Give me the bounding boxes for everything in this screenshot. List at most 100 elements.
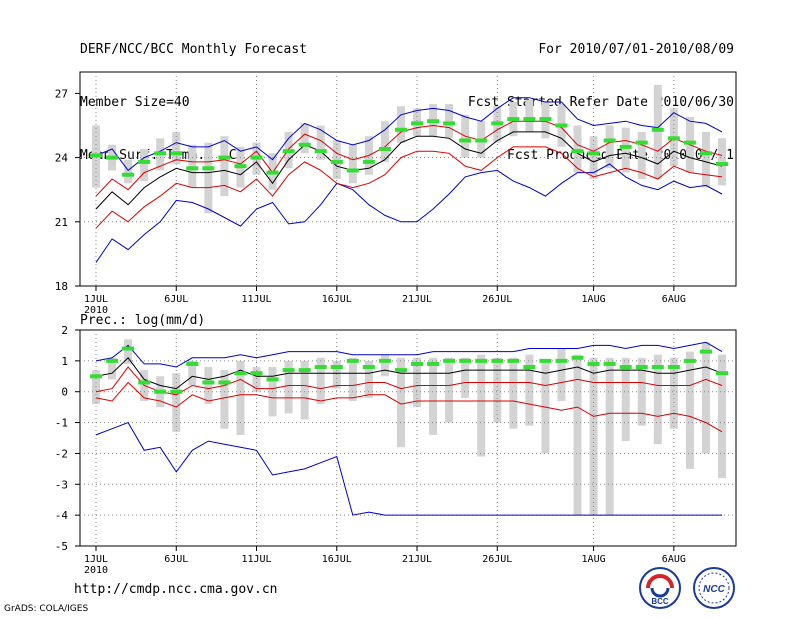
chart-title: DERF/NCC/BCC Monthly Forecast (80, 42, 307, 57)
median-marker (90, 374, 102, 379)
box-day-36 (653, 354, 662, 445)
median-marker (635, 365, 648, 370)
median-marker (507, 117, 520, 122)
median-marker (443, 358, 456, 363)
box-day-8 (204, 142, 213, 214)
median-marker (314, 149, 327, 154)
box-day-34 (621, 127, 630, 173)
x-tick-label: 11JUL (241, 294, 271, 305)
median-marker (394, 368, 407, 373)
median-marker (411, 121, 424, 126)
median-marker (651, 365, 664, 370)
box-day-37 (669, 357, 678, 429)
median-marker (635, 140, 648, 145)
median-marker (362, 159, 375, 164)
y-tick-label: 2 (61, 324, 68, 337)
ncc-logo-icon: NCC (693, 567, 735, 609)
median-marker (266, 377, 279, 382)
median-marker (699, 349, 712, 354)
box-day-15 (316, 357, 325, 405)
box-day-8 (204, 367, 213, 405)
box-day-30 (557, 348, 566, 401)
median-marker (507, 358, 520, 363)
median-marker (282, 149, 295, 154)
y-tick-label: 1 (61, 355, 68, 368)
median-marker (186, 361, 199, 366)
box-day-32 (589, 136, 598, 179)
median-marker (619, 365, 632, 370)
median-marker (523, 365, 536, 370)
box-day-2 (108, 357, 117, 380)
box-day-9 (220, 370, 229, 429)
median-marker (603, 138, 616, 143)
median-marker (475, 358, 488, 363)
year-label: 2010 (84, 565, 108, 576)
x-tick-label: 6AUG (662, 294, 686, 305)
median-marker (459, 358, 472, 363)
box-day-25 (477, 354, 486, 457)
box-day-39 (701, 342, 710, 454)
y-tick-label: 0 (61, 386, 68, 399)
footer-url[interactable]: http://cmdp.ncc.cma.gov.cn (74, 582, 278, 597)
x-tick-label: 1JUL (84, 294, 108, 305)
x-tick-label: 6JUL (164, 554, 188, 565)
median-marker (330, 159, 343, 164)
x-tick-label: 11JUL (241, 554, 271, 565)
box-day-40 (718, 354, 726, 479)
median-marker (378, 147, 391, 152)
median-marker (459, 138, 472, 143)
x-tick-label: 21JUL (402, 294, 432, 305)
series-line-min (95, 97, 723, 172)
box-day-31 (573, 125, 582, 173)
box-day-3 (124, 339, 133, 364)
median-marker (475, 138, 488, 143)
median-marker (603, 361, 616, 366)
box-day-14 (300, 123, 309, 154)
plot-frame (79, 71, 737, 287)
median-marker (491, 358, 504, 363)
median-marker (362, 365, 375, 370)
median-marker (106, 155, 119, 160)
median-marker (443, 121, 456, 126)
median-marker (218, 380, 231, 385)
box-day-34 (621, 357, 630, 442)
median-marker (587, 151, 600, 156)
median-marker (555, 358, 568, 363)
box-day-33 (605, 125, 614, 169)
box-day-32 (589, 357, 598, 516)
box-day-20 (396, 106, 405, 143)
forecast-range: For 2010/07/01-2010/08/09 (538, 42, 734, 57)
median-marker (234, 164, 247, 169)
box-day-40 (718, 138, 726, 186)
box-day-11 (252, 367, 261, 392)
median-marker (202, 380, 215, 385)
box-day-22 (429, 357, 438, 435)
plot-frame (79, 329, 737, 547)
median-marker (651, 127, 664, 132)
series-line-mean (95, 357, 723, 390)
series-line-mean (95, 131, 723, 210)
median-marker (154, 151, 167, 156)
median-marker (491, 121, 504, 126)
median-marker (539, 117, 552, 122)
median-marker (90, 153, 102, 158)
box-day-15 (316, 125, 325, 160)
median-marker (314, 365, 327, 370)
median-marker (170, 389, 183, 394)
median-marker (587, 361, 600, 366)
box-day-28 (525, 99, 534, 132)
median-marker (427, 361, 440, 366)
precip-title: Prec.: log(mm/d) (80, 313, 205, 328)
series-line-lower (95, 146, 723, 229)
box-day-17 (348, 357, 357, 401)
box-day-10 (236, 360, 245, 435)
box-day-39 (701, 131, 710, 188)
y-tick-label: -5 (55, 540, 68, 553)
y-tick-label: 27 (55, 87, 68, 100)
median-marker (411, 361, 424, 366)
bcc-logo-text: BCC (651, 597, 669, 606)
y-tick-label: -4 (55, 509, 69, 522)
x-tick-label: 26JUL (482, 554, 512, 565)
